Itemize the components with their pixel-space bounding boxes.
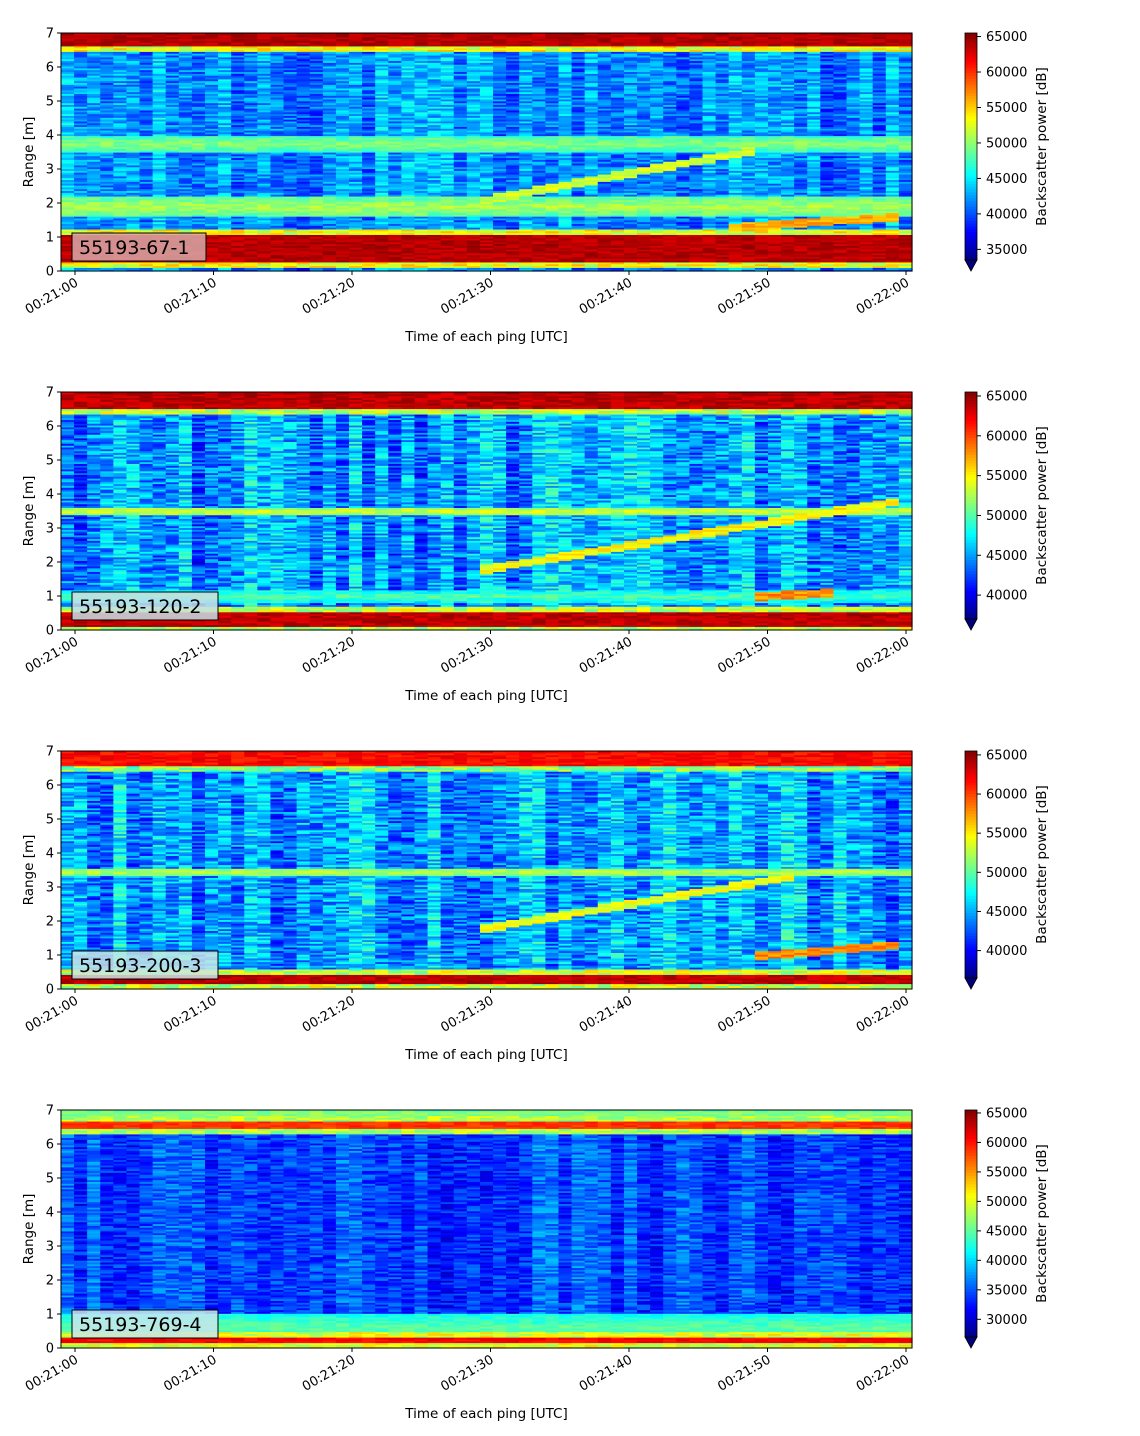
panel-1: 01234567Range [m]00:21:00 00:21:10 00:21:2… (21, 27, 1050, 346)
